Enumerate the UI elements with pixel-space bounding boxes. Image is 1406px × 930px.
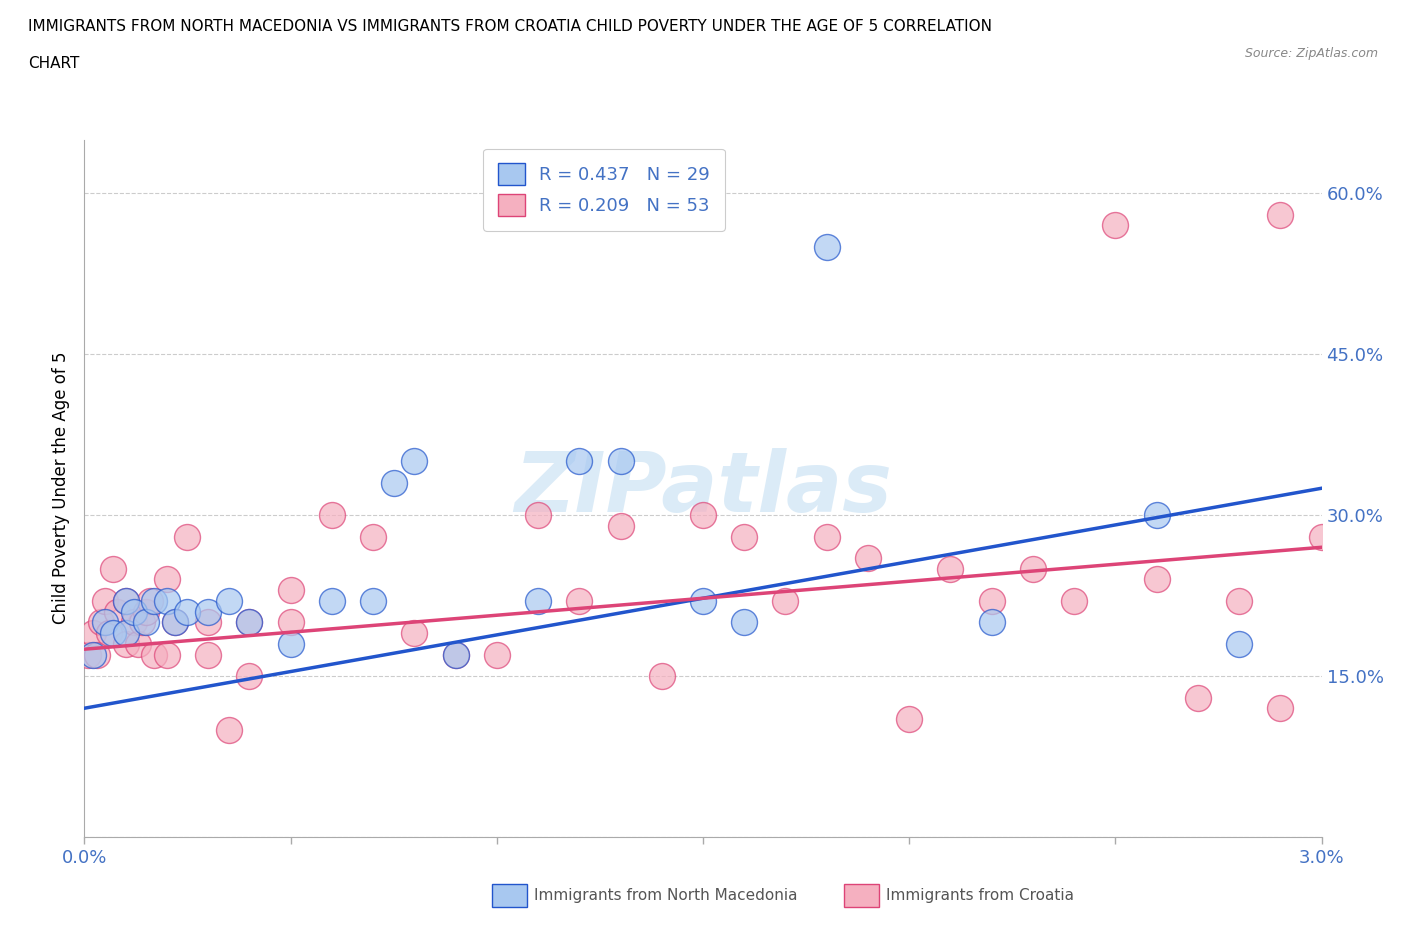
Point [122, 604, 145, 619]
Point [122, 615, 145, 630]
Point [1104, 218, 1126, 232]
Point [82, 626, 104, 641]
Point [1310, 529, 1333, 544]
Point [1146, 572, 1168, 587]
Point [139, 593, 162, 608]
Point [98, 626, 121, 641]
Point [176, 604, 198, 619]
Point [733, 615, 755, 630]
Text: Source: ZipAtlas.com: Source: ZipAtlas.com [1244, 46, 1378, 60]
Point [609, 454, 631, 469]
Point [856, 551, 879, 565]
Legend: R = 0.437   N = 29, R = 0.209   N = 53: R = 0.437 N = 29, R = 0.209 N = 53 [484, 149, 724, 231]
Point [1187, 690, 1209, 705]
Point [114, 593, 136, 608]
Point [94, 615, 117, 630]
Point [156, 572, 179, 587]
Point [527, 593, 550, 608]
Text: Immigrants from Croatia: Immigrants from Croatia [886, 888, 1074, 903]
Point [939, 562, 962, 577]
Point [527, 508, 550, 523]
Point [135, 615, 157, 630]
Point [444, 647, 467, 662]
Point [361, 529, 384, 544]
Point [165, 615, 187, 630]
Point [143, 593, 166, 608]
Point [1227, 593, 1250, 608]
Point [321, 593, 343, 608]
Point [238, 669, 260, 684]
Point [404, 454, 426, 469]
Point [382, 475, 405, 490]
Point [1270, 701, 1292, 716]
Point [815, 239, 838, 254]
Point [77, 647, 100, 662]
Point [980, 593, 1002, 608]
Point [197, 615, 219, 630]
Point [568, 454, 591, 469]
Point [114, 593, 136, 608]
Point [127, 636, 149, 651]
Point [114, 626, 136, 641]
Point [898, 711, 921, 726]
Point [114, 636, 136, 651]
Point [82, 647, 104, 662]
Point [218, 593, 240, 608]
Point [176, 529, 198, 544]
Point [815, 529, 838, 544]
Point [1270, 207, 1292, 222]
Point [1063, 593, 1085, 608]
Point [280, 583, 302, 598]
Point [651, 669, 673, 684]
Point [94, 593, 117, 608]
Point [86, 647, 108, 662]
Point [1146, 508, 1168, 523]
Point [692, 593, 714, 608]
Point [321, 508, 343, 523]
Point [280, 636, 302, 651]
Point [131, 615, 153, 630]
Point [404, 626, 426, 641]
Text: ZIPatlas: ZIPatlas [515, 447, 891, 529]
Point [156, 593, 179, 608]
Point [238, 615, 260, 630]
Point [775, 593, 797, 608]
Point [156, 647, 179, 662]
Point [733, 529, 755, 544]
Point [980, 615, 1002, 630]
Point [1022, 562, 1045, 577]
Text: CHART: CHART [28, 56, 80, 71]
Point [238, 615, 260, 630]
Text: IMMIGRANTS FROM NORTH MACEDONIA VS IMMIGRANTS FROM CROATIA CHILD POVERTY UNDER T: IMMIGRANTS FROM NORTH MACEDONIA VS IMMIG… [28, 19, 993, 33]
Point [1227, 636, 1250, 651]
Point [280, 615, 302, 630]
Point [103, 626, 125, 641]
Point [444, 647, 467, 662]
Point [197, 647, 219, 662]
Y-axis label: Child Poverty Under the Age of 5: Child Poverty Under the Age of 5 [52, 352, 70, 625]
Point [692, 508, 714, 523]
Point [218, 723, 240, 737]
Point [485, 647, 508, 662]
Point [197, 604, 219, 619]
Text: Immigrants from North Macedonia: Immigrants from North Macedonia [534, 888, 797, 903]
Point [105, 604, 128, 619]
Point [143, 647, 166, 662]
Point [361, 593, 384, 608]
Point [103, 562, 125, 577]
Point [165, 615, 187, 630]
Point [135, 604, 157, 619]
Point [90, 615, 112, 630]
Point [609, 518, 631, 533]
Point [568, 593, 591, 608]
